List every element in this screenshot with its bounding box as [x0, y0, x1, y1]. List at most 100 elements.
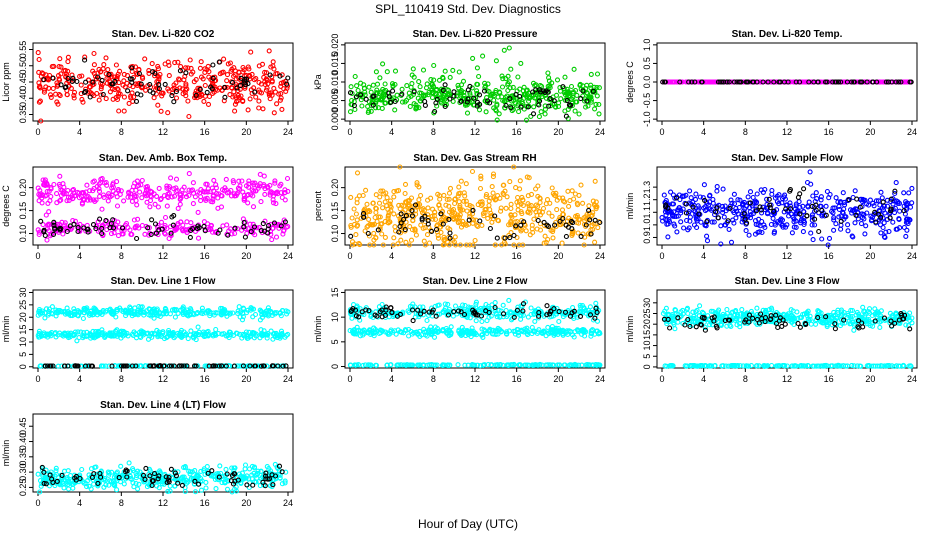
- data-point: [550, 191, 556, 197]
- data-point: [378, 328, 385, 334]
- data-point: [158, 108, 164, 114]
- data-point: [106, 191, 112, 197]
- x-tick-label: 16: [512, 251, 522, 261]
- data-point-overlay: [560, 84, 566, 90]
- data-point: [812, 222, 818, 228]
- data-point-overlay: [771, 208, 777, 214]
- data-point: [531, 311, 537, 318]
- data-point: [373, 98, 379, 105]
- data-point-overlay: [898, 79, 904, 85]
- data-point: [431, 77, 437, 83]
- data-point: [819, 236, 825, 242]
- x-tick-label: 20: [865, 127, 875, 137]
- data-point-overlay: [567, 313, 574, 319]
- data-point: [392, 68, 399, 74]
- data-point-overlay: [159, 226, 165, 232]
- data-point: [173, 80, 179, 86]
- data-point: [547, 200, 553, 206]
- data-point: [151, 306, 157, 312]
- data-point: [278, 181, 284, 187]
- data-point: [240, 305, 246, 311]
- data-point: [115, 233, 122, 239]
- data-point: [50, 85, 56, 92]
- x-tick-label: 24: [283, 374, 293, 384]
- data-point: [371, 230, 377, 236]
- data-point: [231, 180, 237, 186]
- data-point: [515, 194, 521, 201]
- data-point-overlay: [171, 363, 177, 369]
- data-point: [883, 229, 889, 235]
- y-tick-label: 1.1: [642, 206, 652, 219]
- data-point-overlay: [547, 96, 553, 102]
- data-point: [515, 74, 521, 80]
- data-point-overlay: [801, 186, 807, 192]
- data-point: [446, 203, 452, 209]
- data-point: [205, 101, 212, 107]
- data-point-overlay: [822, 79, 829, 85]
- data-point: [51, 63, 57, 69]
- data-point: [218, 193, 224, 199]
- x-tick-label: 0: [347, 127, 352, 137]
- data-point-overlay: [152, 221, 159, 227]
- data-point: [881, 220, 887, 226]
- data-point: [800, 229, 806, 235]
- data-point-overlay: [556, 309, 562, 315]
- data-point-overlay: [271, 220, 278, 226]
- y-axis-label: ml/min: [1, 316, 11, 343]
- data-point: [151, 315, 157, 321]
- data-point: [186, 113, 192, 120]
- data-point-overlay: [370, 93, 376, 100]
- data-point-overlay: [191, 363, 198, 369]
- data-point: [432, 209, 438, 215]
- data-point-overlay: [844, 79, 850, 85]
- data-point-overlay: [569, 226, 575, 232]
- data-point: [272, 310, 278, 316]
- data-point: [462, 193, 468, 199]
- data-point-overlay: [248, 229, 254, 235]
- data-point: [560, 195, 566, 201]
- data-point: [349, 315, 355, 321]
- data-point: [248, 49, 254, 55]
- data-point: [406, 326, 412, 333]
- page-title: SPL_110419 Std. Dev. Diagnostics: [375, 2, 561, 16]
- data-point: [258, 90, 265, 96]
- data-point: [394, 188, 400, 194]
- data-point: [117, 305, 123, 311]
- data-point: [129, 231, 135, 237]
- data-point: [490, 190, 496, 196]
- data-point: [225, 333, 231, 339]
- data-point: [810, 193, 816, 199]
- data-point-overlay: [231, 363, 237, 369]
- data-point-overlay: [421, 308, 427, 314]
- data-point-overlay: [662, 79, 668, 85]
- data-point: [515, 207, 521, 213]
- data-point-overlay: [166, 363, 173, 369]
- data-point: [467, 315, 473, 321]
- data-point: [363, 213, 369, 220]
- data-point: [531, 206, 537, 212]
- data-point: [470, 55, 476, 61]
- data-point: [482, 207, 488, 213]
- data-point: [665, 221, 671, 227]
- data-point: [391, 235, 397, 241]
- data-point: [909, 185, 915, 191]
- points: [347, 45, 602, 123]
- data-point: [217, 71, 223, 77]
- data-point-overlay: [38, 218, 44, 224]
- data-point: [270, 200, 277, 206]
- data-point-overlay: [356, 314, 362, 320]
- data-point: [239, 227, 245, 233]
- data-point: [482, 328, 488, 334]
- data-point: [855, 216, 861, 222]
- data-point: [688, 195, 694, 201]
- data-point: [513, 185, 519, 191]
- y-axis-label: kPa: [313, 74, 323, 90]
- data-point: [800, 203, 806, 209]
- data-point-overlay: [82, 57, 88, 63]
- data-point: [181, 329, 187, 335]
- data-point: [683, 192, 689, 198]
- data-point: [537, 227, 544, 233]
- data-point: [698, 219, 704, 225]
- data-point: [250, 306, 257, 312]
